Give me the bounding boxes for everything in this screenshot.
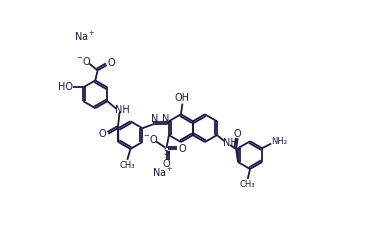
Text: O: O bbox=[99, 129, 107, 139]
Text: O: O bbox=[234, 128, 241, 139]
Text: Na$^+$: Na$^+$ bbox=[74, 30, 95, 43]
Text: NH: NH bbox=[115, 105, 129, 115]
Text: O: O bbox=[178, 144, 186, 154]
Text: OH: OH bbox=[175, 93, 190, 103]
Text: CH₃: CH₃ bbox=[120, 161, 135, 170]
Text: S: S bbox=[163, 147, 170, 157]
Text: N: N bbox=[151, 114, 159, 124]
Text: $^{-}$O: $^{-}$O bbox=[76, 55, 91, 67]
Text: O: O bbox=[108, 58, 115, 68]
Text: HO: HO bbox=[58, 82, 73, 92]
Text: O: O bbox=[163, 159, 170, 169]
Text: CH₃: CH₃ bbox=[240, 180, 256, 189]
Text: NH₂: NH₂ bbox=[271, 137, 287, 146]
Text: NH: NH bbox=[223, 138, 237, 148]
Text: $^{-}$O: $^{-}$O bbox=[143, 133, 158, 145]
Text: N: N bbox=[162, 114, 169, 124]
Text: Na$^+$: Na$^+$ bbox=[152, 165, 173, 179]
